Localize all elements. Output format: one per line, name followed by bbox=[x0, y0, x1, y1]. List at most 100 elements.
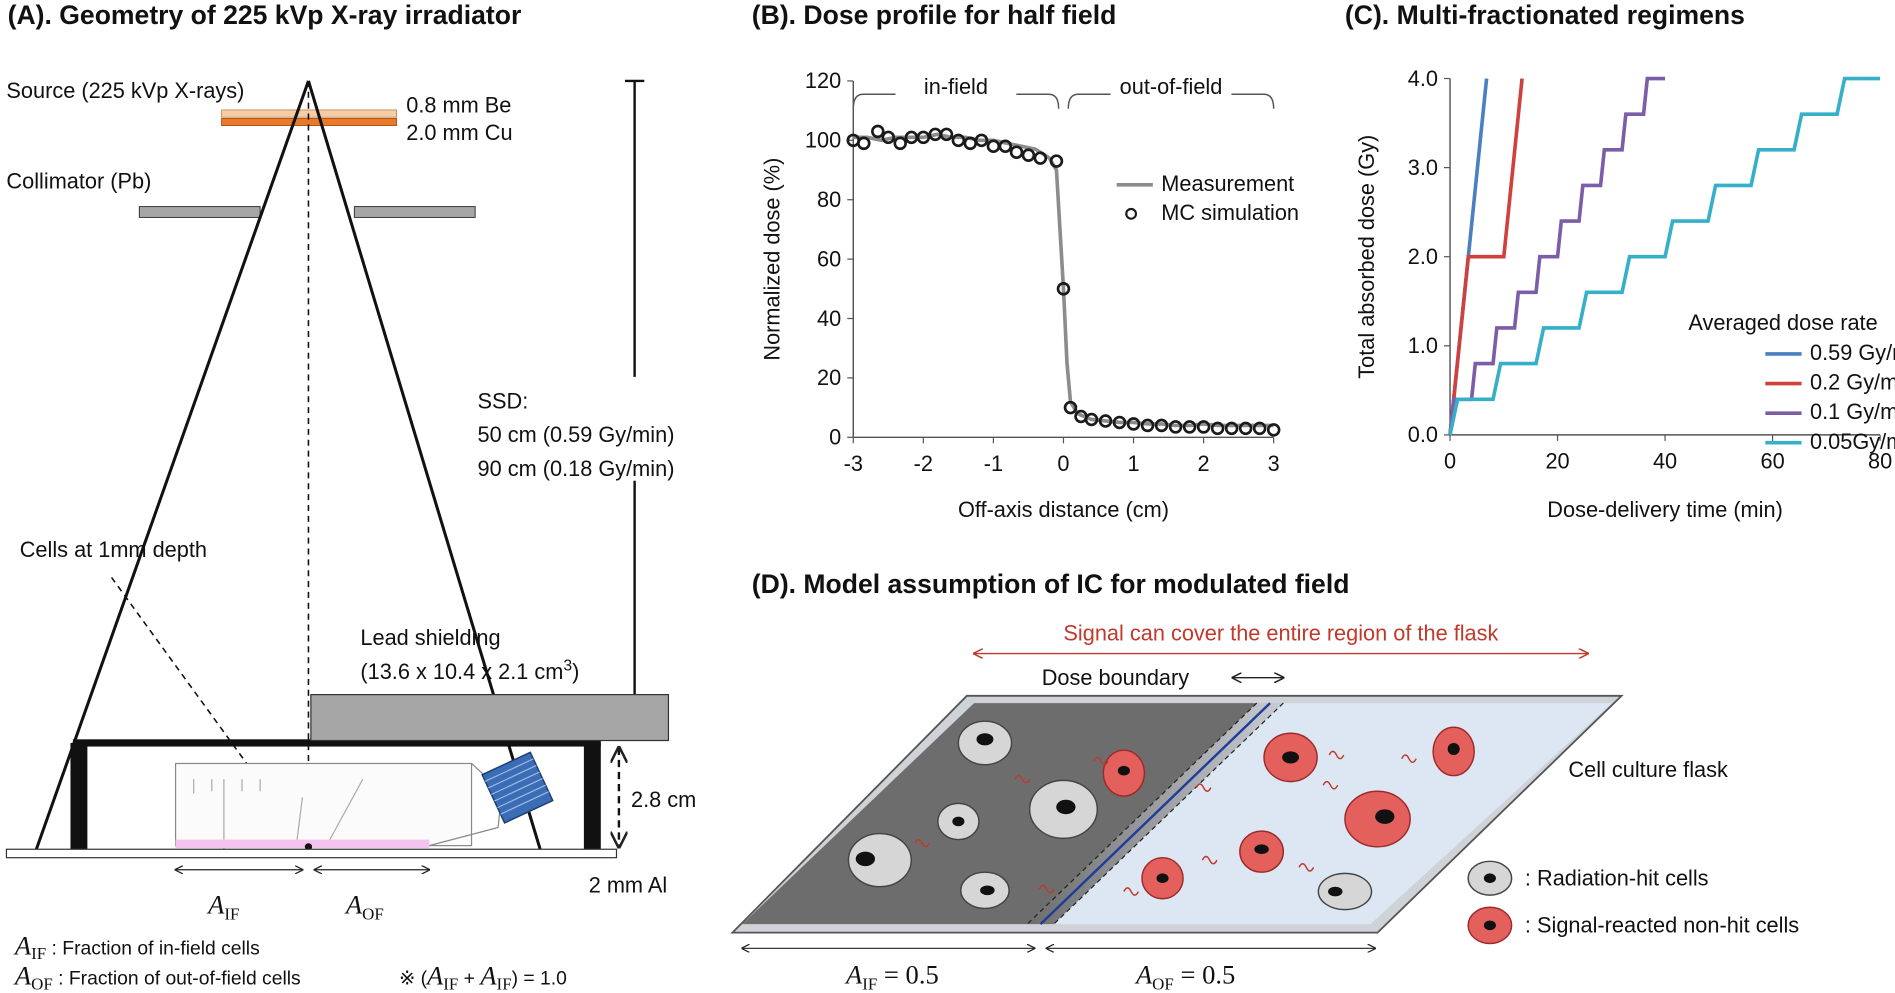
x-tick-label: 2 bbox=[1198, 451, 1210, 476]
data-point bbox=[1056, 282, 1071, 296]
data-point bbox=[1049, 154, 1064, 168]
formula: ※ (AIF + AIF) = 1.0 bbox=[399, 961, 567, 993]
annotation: out-of-field bbox=[1120, 74, 1223, 99]
label: Lead shielding bbox=[360, 625, 500, 650]
label: = 0.5 bbox=[877, 959, 938, 989]
data-point bbox=[1238, 421, 1253, 436]
symbol: A bbox=[478, 961, 497, 991]
chart-title: (C). Multi-fractionated regimens bbox=[1345, 0, 1745, 30]
subscript: IF bbox=[443, 974, 458, 993]
data-point bbox=[857, 136, 871, 151]
y-tick-label: 120 bbox=[805, 68, 841, 93]
fraction: AIF = 0.5 bbox=[844, 959, 939, 993]
y-tick-label: 100 bbox=[805, 128, 841, 153]
x-tick-label: 60 bbox=[1760, 449, 1784, 474]
data-line bbox=[1448, 78, 1524, 436]
data-point bbox=[1210, 421, 1225, 436]
x-tick-label: 40 bbox=[1653, 449, 1677, 474]
label: + bbox=[458, 969, 480, 990]
label: (13.6 x 10.4 x 2.1 cm3) bbox=[360, 657, 579, 683]
definition: AOF : Fraction of out-of-field cells bbox=[13, 961, 301, 993]
label: 2 mm Al bbox=[589, 873, 668, 898]
label: (13.6 x 10.4 x 2.1 cm bbox=[360, 659, 563, 684]
symbol: A bbox=[13, 930, 32, 960]
subscript: IF bbox=[31, 944, 46, 963]
label: ) = 1.0 bbox=[512, 969, 567, 990]
symbol: A bbox=[844, 959, 863, 989]
y-tick-label: 2.0 bbox=[1408, 244, 1438, 269]
annotation: in-field bbox=[924, 74, 988, 99]
legend-label: 0.59 Gy/min bbox=[1810, 340, 1895, 365]
bracket bbox=[852, 93, 1060, 109]
cells bbox=[847, 720, 1513, 945]
data-point bbox=[1168, 420, 1183, 434]
legend-label: 0.05Gy/min bbox=[1810, 429, 1895, 454]
panel-title: (D). Model assumption of IC for modulate… bbox=[752, 569, 1350, 599]
data-line bbox=[1448, 76, 1881, 436]
label: : Fraction of in-field cells bbox=[46, 938, 260, 959]
label: Cells at 1mm depth bbox=[20, 537, 207, 562]
fraction: AOF = 0.5 bbox=[1134, 959, 1235, 993]
label: : Fraction of out-of-field cells bbox=[53, 969, 301, 990]
data-point bbox=[1112, 415, 1127, 430]
x-tick-label: -3 bbox=[844, 451, 863, 476]
label: 2.0 mm Cu bbox=[406, 120, 512, 145]
symbol: AIF bbox=[206, 889, 239, 923]
panel-a: (A). Geometry of 225 kVp X-ray irradiato… bbox=[5, 0, 696, 993]
legend-label: 0.1 Gy/min bbox=[1810, 399, 1895, 424]
y-tick-label: 4.0 bbox=[1408, 66, 1438, 91]
label: Cell culture flask bbox=[1568, 757, 1728, 782]
data-point bbox=[986, 139, 1001, 154]
data-point bbox=[1196, 420, 1211, 434]
y-tick-label: 80 bbox=[817, 187, 841, 212]
panel-d: (D). Model assumption of IC for modulate… bbox=[730, 569, 1799, 993]
x-tick-label: 3 bbox=[1268, 451, 1280, 476]
signal-waves bbox=[914, 750, 1417, 896]
legend-label: : Signal-reacted non-hit cells bbox=[1525, 913, 1799, 938]
beam-edge bbox=[32, 80, 310, 856]
legend-label: : Radiation-hit cells bbox=[1525, 865, 1709, 890]
x-tick-label: -1 bbox=[984, 451, 1003, 476]
label: SSD: bbox=[478, 388, 529, 413]
x-tick-label: 80 bbox=[1868, 449, 1892, 474]
data-point bbox=[974, 133, 989, 148]
x-tick-label: 0 bbox=[1444, 449, 1456, 474]
data-point bbox=[1252, 421, 1267, 436]
data-point bbox=[871, 124, 885, 139]
x-axis-label: Dose-delivery time (min) bbox=[1547, 497, 1783, 522]
legend-label: MC simulation bbox=[1161, 200, 1299, 225]
flask bbox=[174, 762, 473, 847]
y-axis-label: Total absorbed dose (Gy) bbox=[1354, 135, 1379, 379]
superscript: 3 bbox=[563, 657, 572, 674]
x-tick-label: 0 bbox=[1057, 451, 1069, 476]
legend-label: Measurement bbox=[1161, 171, 1294, 196]
subscript: OF bbox=[362, 904, 384, 923]
panel-title: (A). Geometry of 225 kVp X-ray irradiato… bbox=[8, 0, 522, 30]
legend-title: Averaged dose rate bbox=[1688, 310, 1877, 335]
collimator bbox=[138, 206, 261, 218]
y-tick-label: 1.0 bbox=[1408, 333, 1438, 358]
data-point bbox=[1084, 412, 1099, 427]
cell-layer bbox=[175, 839, 430, 849]
data-point bbox=[881, 130, 896, 145]
collimator bbox=[353, 206, 476, 218]
label: Source (225 kVp X-rays) bbox=[6, 78, 244, 103]
label: ) bbox=[572, 659, 579, 684]
chart-title: (B). Dose profile for half field bbox=[752, 0, 1117, 30]
label: 0.8 mm Be bbox=[406, 92, 511, 117]
data-point bbox=[1098, 414, 1113, 428]
data-point bbox=[1224, 421, 1239, 436]
label: 90 cm (0.18 Gy/min) bbox=[478, 456, 675, 481]
data-point bbox=[951, 133, 966, 148]
legend-marker bbox=[1125, 207, 1138, 220]
data-point bbox=[1154, 418, 1169, 433]
label: ※ ( bbox=[399, 969, 428, 990]
flask-marks bbox=[193, 778, 364, 852]
flask-cap bbox=[481, 751, 554, 824]
boundary-edge bbox=[1053, 702, 1284, 925]
data-point bbox=[893, 136, 907, 151]
label: Collimator (Pb) bbox=[6, 168, 151, 193]
frame-leg bbox=[583, 742, 601, 852]
data-point bbox=[998, 139, 1013, 154]
